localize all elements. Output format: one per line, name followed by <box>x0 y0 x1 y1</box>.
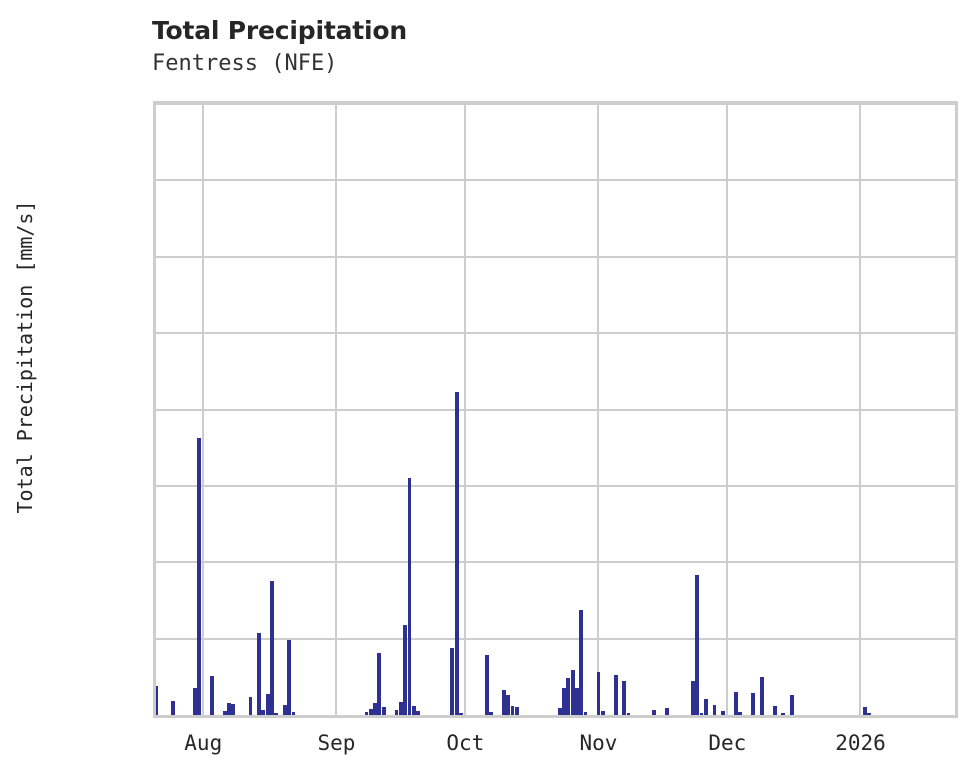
bar <box>459 712 463 715</box>
bar <box>484 654 489 715</box>
bar <box>502 689 506 715</box>
x-tick-label: Sep <box>317 731 356 755</box>
bar <box>192 688 197 715</box>
plot-inner <box>156 104 955 715</box>
bar <box>156 686 158 715</box>
bar <box>695 575 700 715</box>
vertical-gridline <box>202 104 205 715</box>
page-subtitle: Fentress (NFE) <box>152 51 338 76</box>
bar <box>209 676 214 715</box>
bar <box>506 695 511 715</box>
bar <box>227 702 231 715</box>
bar <box>652 709 657 715</box>
page-title: Total Precipitation <box>152 16 407 45</box>
bar <box>364 711 369 715</box>
bar <box>394 710 399 715</box>
x-tick-label: Oct <box>446 731 485 755</box>
bar <box>867 712 871 715</box>
bar <box>566 678 571 715</box>
bar <box>403 624 408 715</box>
bar <box>282 705 287 715</box>
x-tick-label: Nov <box>579 731 618 755</box>
bar <box>248 697 253 715</box>
bar <box>261 710 266 715</box>
horizontal-gridline <box>156 332 955 335</box>
bar <box>613 674 618 715</box>
vertical-gridline <box>464 104 467 715</box>
bar <box>489 711 493 715</box>
bar <box>789 695 794 715</box>
bar <box>562 687 567 715</box>
bar <box>622 680 627 715</box>
bar <box>416 711 420 715</box>
bar <box>171 701 176 715</box>
bar <box>270 581 274 715</box>
bar <box>381 707 386 715</box>
y-axis-title: Total Precipitation [mm/s] <box>13 200 37 514</box>
bar <box>407 478 412 715</box>
bar <box>733 692 738 715</box>
x-tick-label: Dec <box>708 731 747 755</box>
bar <box>514 707 519 715</box>
bar <box>450 648 455 715</box>
horizontal-gridline <box>156 179 955 182</box>
bar <box>703 698 708 715</box>
horizontal-gridline <box>156 104 955 105</box>
bar <box>712 705 717 715</box>
horizontal-gridline <box>156 561 955 564</box>
bar <box>600 711 605 715</box>
bar <box>759 676 764 715</box>
bar <box>699 713 704 715</box>
horizontal-gridline <box>156 484 955 487</box>
bar <box>411 705 416 715</box>
vertical-gridline <box>726 104 729 715</box>
horizontal-gridline <box>156 408 955 411</box>
bar <box>557 708 562 715</box>
bar <box>772 705 777 715</box>
bar <box>377 653 382 715</box>
bar <box>781 712 786 715</box>
bar <box>862 706 867 715</box>
bar <box>721 711 725 715</box>
horizontal-gridline <box>156 255 955 258</box>
bar <box>287 640 292 715</box>
bar <box>197 438 201 715</box>
bar <box>274 712 279 715</box>
vertical-gridline <box>597 104 600 715</box>
bar <box>575 687 579 715</box>
bar <box>291 711 296 715</box>
bar <box>738 711 743 715</box>
vertical-gridline <box>335 104 338 715</box>
bar <box>510 705 515 715</box>
vertical-gridline <box>859 104 862 715</box>
bar <box>691 680 695 715</box>
bar <box>222 711 227 715</box>
bar <box>583 711 588 715</box>
bar <box>579 609 584 715</box>
bar <box>257 632 262 715</box>
x-tick-label: Aug <box>184 731 223 755</box>
x-tick-label: 2026 <box>835 731 886 755</box>
horizontal-gridline <box>156 637 955 640</box>
bar <box>570 669 575 715</box>
bar <box>751 692 756 715</box>
bar <box>665 708 670 715</box>
bar <box>398 702 403 715</box>
bar <box>626 713 631 715</box>
bar <box>368 708 373 715</box>
plot-area <box>153 101 958 718</box>
bar <box>596 672 601 715</box>
bar <box>373 702 377 715</box>
bar <box>231 703 236 715</box>
bar <box>454 392 459 715</box>
bar <box>265 694 270 715</box>
